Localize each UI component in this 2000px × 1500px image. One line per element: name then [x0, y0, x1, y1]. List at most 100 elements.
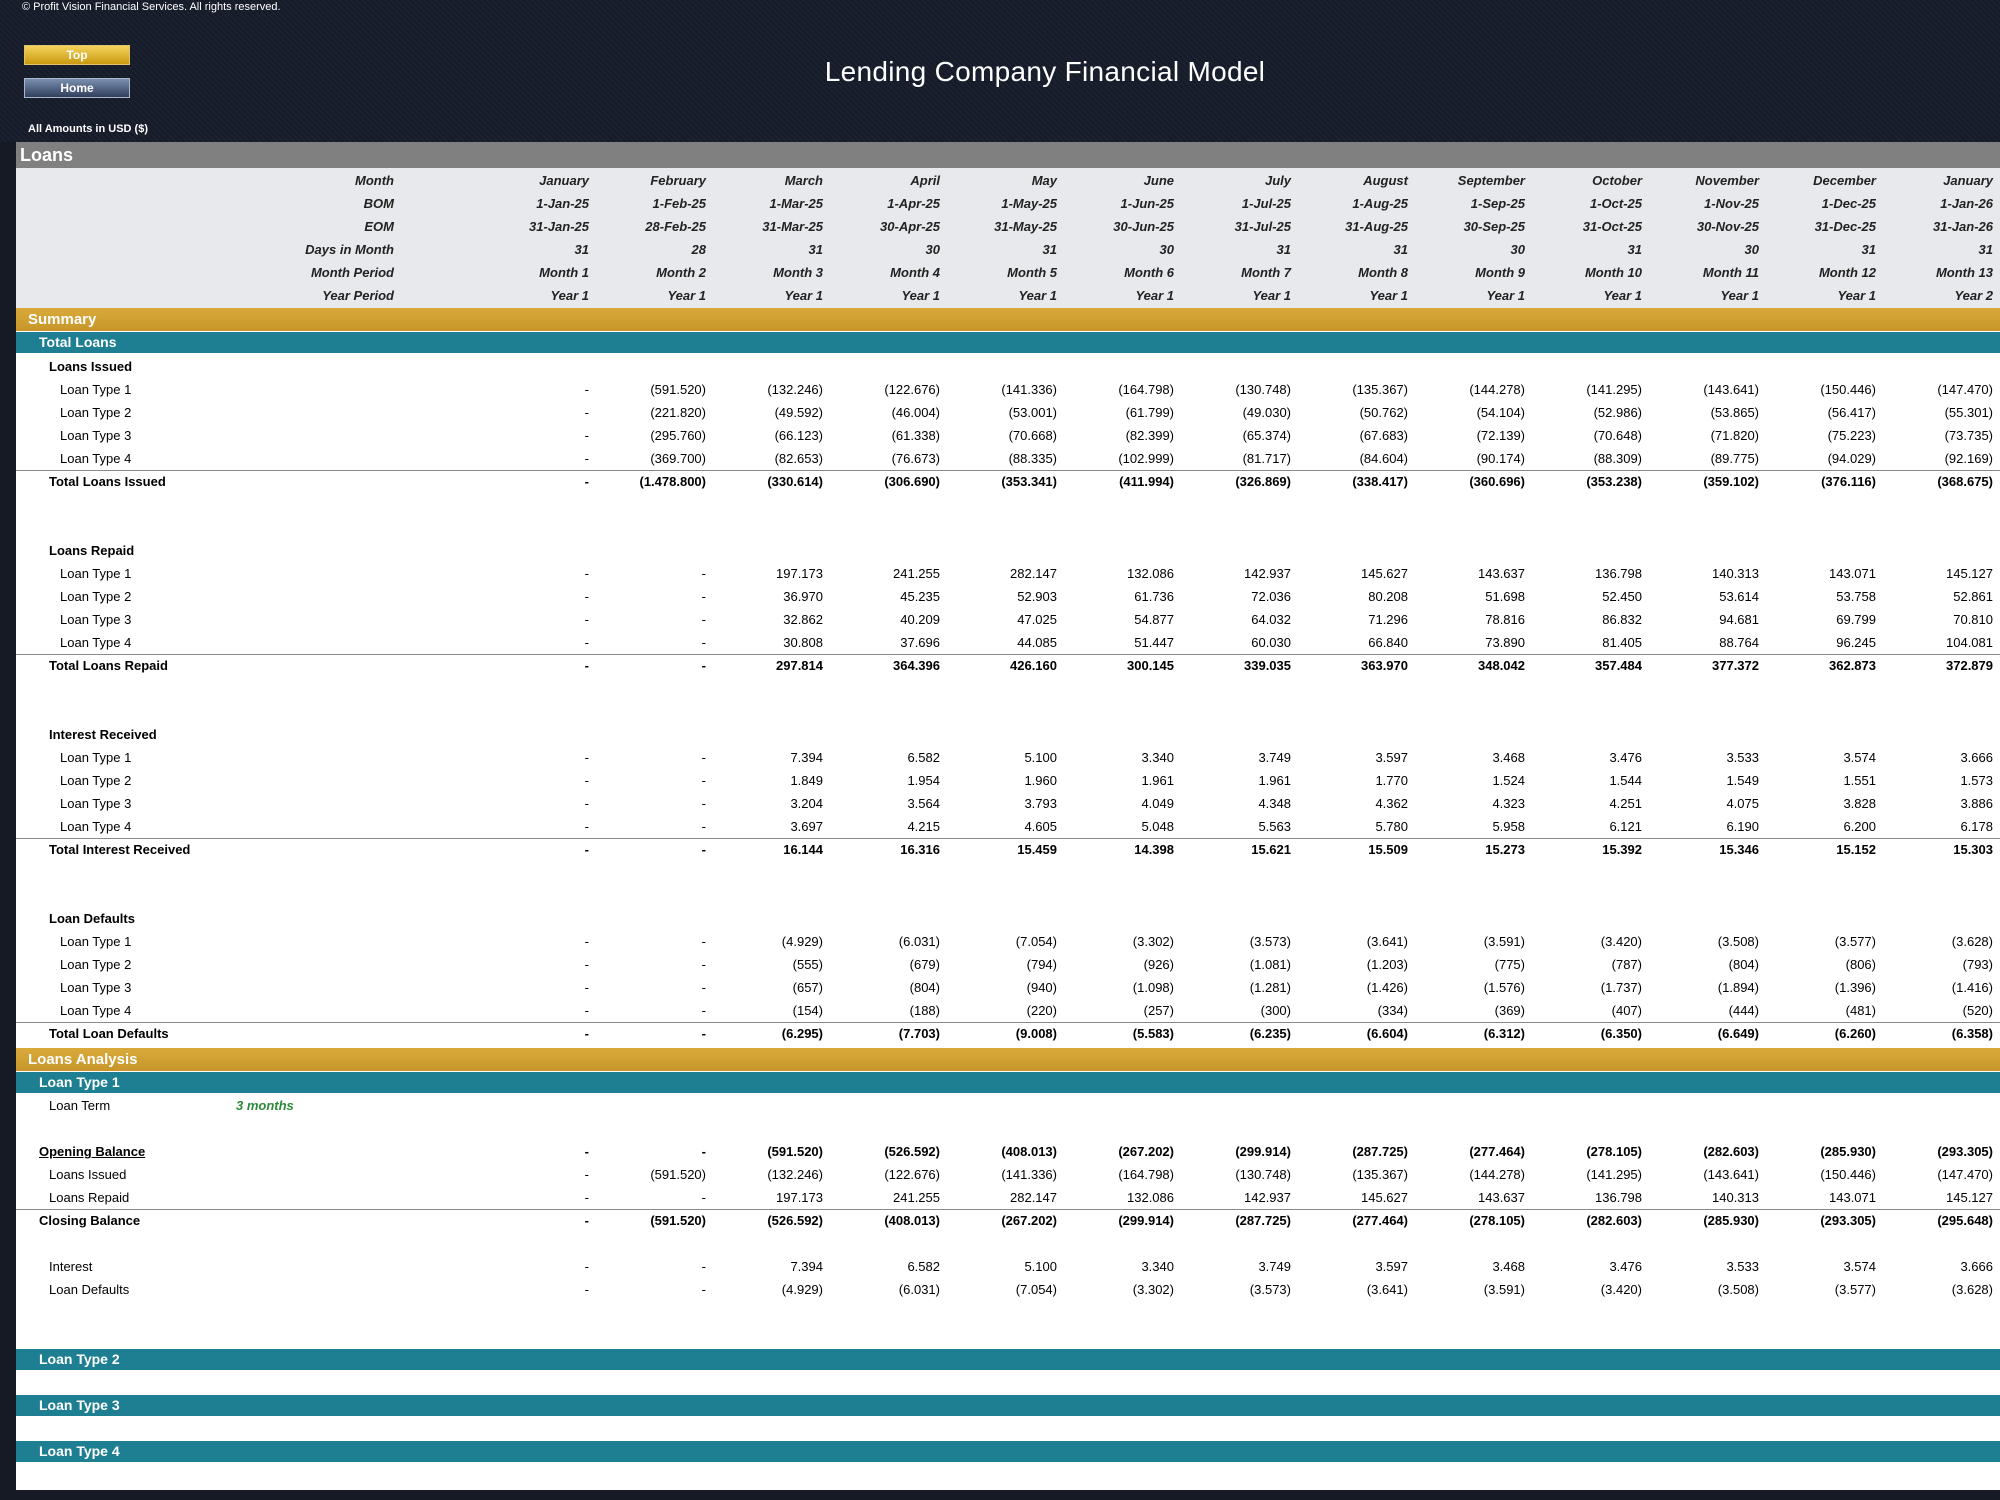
value-cell: 53.614: [1719, 589, 1759, 604]
value-cell: 1-Nov-25: [1704, 196, 1759, 211]
value-cell: -: [584, 428, 589, 443]
value-cell: 6.200: [1843, 819, 1876, 834]
loan-type-1-band[interactable]: Loan Type 1: [16, 1072, 2000, 1093]
analysis-label: Loans Issued: [49, 1167, 127, 1182]
value-cell: 31: [1627, 242, 1642, 257]
spreadsheet[interactable]: Loans Month January February March April May J…: [16, 142, 2000, 1490]
row-label: Loan Type 1: [60, 382, 132, 397]
loan-type-2-band[interactable]: Loan Type 2: [16, 1349, 2000, 1370]
value-cell: November: [1695, 173, 1759, 188]
value-cell: Month 6: [1124, 265, 1174, 280]
value-cell: -: [584, 474, 589, 489]
value-cell: (94.029): [1827, 451, 1876, 466]
value-cell: (6.350): [1600, 1026, 1642, 1041]
row-divider: [16, 654, 2000, 655]
value-cell: 14.398: [1134, 842, 1174, 857]
value-cell: 30-Apr-25: [880, 219, 940, 234]
value-cell: (132.246): [767, 382, 823, 397]
value-cell: -: [701, 612, 706, 627]
table-row: Loan Type 2 - - 36.970 45.235 52.903 61.736 72.…: [16, 585, 2000, 608]
table-row: Loan Type 3 - - 3.204 3.564 3.793 4.049 4.348 4.…: [16, 792, 2000, 815]
value-cell: 31: [1276, 242, 1291, 257]
top-button[interactable]: Top: [24, 45, 130, 65]
value-cell: Month 13: [1935, 265, 1993, 280]
value-cell: -: [701, 589, 706, 604]
value-cell: (3.591): [1483, 934, 1525, 949]
group-heading: Loan Defaults: [49, 911, 135, 926]
value-cell: (71.820): [1710, 428, 1759, 443]
value-cell: January: [539, 173, 589, 188]
value-cell: (55.301): [1944, 405, 1993, 420]
value-cell: 1-Sep-25: [1470, 196, 1525, 211]
summary-band[interactable]: Summary: [16, 308, 2000, 331]
value-cell: 300.145: [1127, 658, 1174, 673]
total-loans-band[interactable]: Total Loans: [16, 332, 2000, 353]
loan-type-4-band[interactable]: Loan Type 4: [16, 1441, 2000, 1462]
value-cell: 136.798: [1595, 566, 1642, 581]
value-cell: 51.447: [1134, 635, 1174, 650]
header-label: Year Period: [322, 288, 394, 303]
value-cell: -: [584, 750, 589, 765]
value-cell: 73.890: [1485, 635, 1525, 650]
value-cell: (334): [1377, 1003, 1408, 1018]
value-cell: -: [701, 842, 706, 857]
value-cell: (88.309): [1593, 451, 1642, 466]
value-cell: 1.573: [1960, 773, 1993, 788]
value-cell: 45.235: [900, 589, 940, 604]
value-cell: (89.775): [1710, 451, 1759, 466]
value-cell: 31: [808, 242, 823, 257]
value-cell: (61.338): [891, 428, 940, 443]
value-cell: -: [701, 819, 706, 834]
value-cell: (3.641): [1366, 1282, 1408, 1297]
value-cell: Month 12: [1818, 265, 1876, 280]
header-label: Month: [355, 173, 394, 188]
header-label: Month Period: [310, 265, 394, 280]
value-cell: December: [1813, 173, 1876, 188]
value-cell: Year 1: [1837, 288, 1876, 303]
value-cell: (53.001): [1008, 405, 1057, 420]
value-cell: (293.305): [1820, 1213, 1876, 1228]
value-cell: Month 10: [1584, 265, 1642, 280]
analysis-label: Closing Balance: [39, 1213, 141, 1228]
value-cell: (3.420): [1600, 1282, 1642, 1297]
analysis-row-repaid: Loans Repaid - - 197.173 241.255 282.147 132.0…: [16, 1186, 2000, 1209]
value-cell: (132.246): [767, 1167, 823, 1182]
value-cell: (52.986): [1593, 405, 1642, 420]
value-cell: (926): [1143, 957, 1174, 972]
value-cell: 6.178: [1960, 819, 1993, 834]
value-cell: (6.295): [781, 1026, 823, 1041]
value-cell: (6.031): [898, 1282, 940, 1297]
value-cell: 1.544: [1609, 773, 1642, 788]
analysis-label: Interest: [49, 1259, 93, 1274]
value-cell: 16.316: [900, 842, 940, 857]
value-cell: 3.793: [1024, 796, 1057, 811]
value-cell: (73.735): [1944, 428, 1993, 443]
value-cell: (326.869): [1235, 474, 1291, 489]
analysis-row-interest: Interest - - 7.394 6.582 5.100 3.340 3.749 3.597…: [16, 1255, 2000, 1278]
analysis-row-closing: Closing Balance - (591.520) (526.592) (408.0…: [16, 1209, 2000, 1232]
row-label: Loan Type 2: [60, 773, 132, 788]
value-cell: (793): [1962, 957, 1993, 972]
value-cell: 31-Jul-25: [1234, 219, 1291, 234]
value-cell: 1.524: [1492, 773, 1525, 788]
value-cell: Month 7: [1241, 265, 1291, 280]
home-button[interactable]: Home: [24, 78, 130, 98]
value-cell: August: [1363, 173, 1408, 188]
loan-type-3-band[interactable]: Loan Type 3: [16, 1395, 2000, 1416]
value-cell: (277.464): [1352, 1213, 1408, 1228]
value-cell: 28-Feb-25: [645, 219, 706, 234]
value-cell: (141.336): [1001, 382, 1057, 397]
value-cell: 1-Apr-25: [887, 196, 940, 211]
loans-analysis-band[interactable]: Loans Analysis: [16, 1048, 2000, 1071]
value-cell: 31-May-25: [994, 219, 1057, 234]
value-cell: (5.583): [1132, 1026, 1174, 1041]
top-banner: © Profit Vision Financial Services. All …: [0, 0, 2000, 142]
value-cell: 5.958: [1492, 819, 1525, 834]
row-label: Loan Type 4: [60, 635, 132, 650]
analysis-row-defaults: Loan Defaults - - (4.929) (6.031) (7.054) (3.3…: [16, 1278, 2000, 1301]
row-divider: [16, 838, 2000, 839]
value-cell: 51.698: [1485, 589, 1525, 604]
value-cell: 4.362: [1375, 796, 1408, 811]
value-cell: Month 8: [1358, 265, 1408, 280]
value-cell: 143.637: [1478, 1190, 1525, 1205]
